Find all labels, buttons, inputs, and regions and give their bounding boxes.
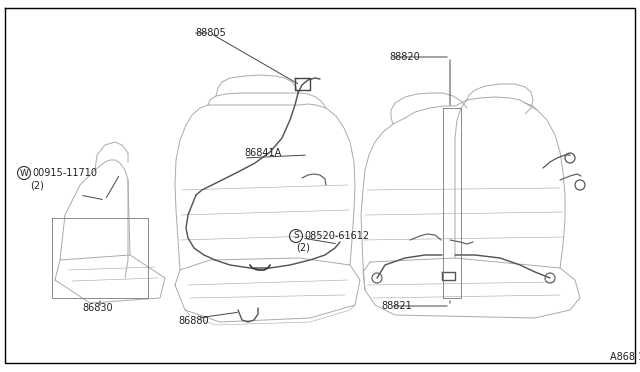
Text: W: W	[20, 169, 28, 177]
Text: (2): (2)	[30, 180, 44, 190]
Text: 88821: 88821	[381, 301, 412, 311]
Text: S: S	[293, 231, 299, 241]
Text: 88820: 88820	[389, 52, 420, 62]
Text: (2): (2)	[296, 243, 310, 253]
Text: 86880: 86880	[178, 316, 209, 326]
Text: 00915-11710: 00915-11710	[32, 168, 97, 178]
Text: 86841A: 86841A	[244, 148, 281, 158]
Text: A868 100/: A868 100/	[610, 352, 640, 362]
Text: 86830: 86830	[82, 303, 113, 313]
Text: 08520-61612: 08520-61612	[304, 231, 369, 241]
Text: 88805: 88805	[195, 28, 226, 38]
